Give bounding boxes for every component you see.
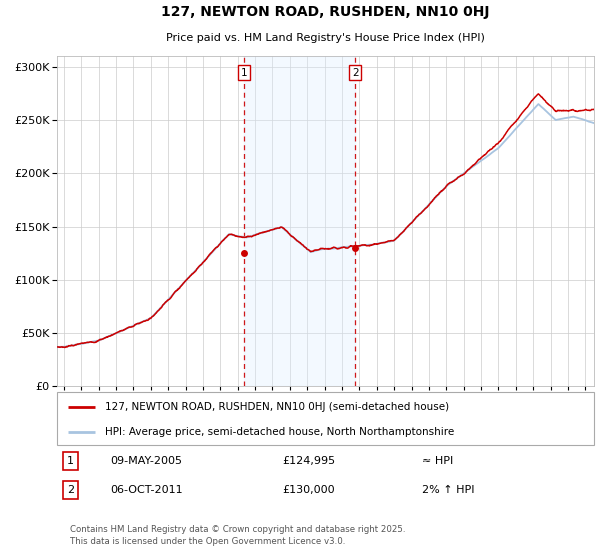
Bar bbox=[244, 56, 355, 386]
Text: 06-OCT-2011: 06-OCT-2011 bbox=[111, 485, 184, 495]
Text: 2: 2 bbox=[352, 68, 359, 77]
Text: HPI: Average price, semi-detached house, North Northamptonshire: HPI: Average price, semi-detached house,… bbox=[106, 427, 455, 437]
Text: 1: 1 bbox=[67, 456, 74, 466]
Text: 127, NEWTON ROAD, RUSHDEN, NN10 0HJ (semi-detached house): 127, NEWTON ROAD, RUSHDEN, NN10 0HJ (sem… bbox=[106, 402, 449, 412]
Text: 2% ↑ HPI: 2% ↑ HPI bbox=[422, 485, 475, 495]
Text: 1: 1 bbox=[241, 68, 247, 77]
Text: Price paid vs. HM Land Registry's House Price Index (HPI): Price paid vs. HM Land Registry's House … bbox=[166, 33, 485, 43]
Text: Contains HM Land Registry data © Crown copyright and database right 2025.
This d: Contains HM Land Registry data © Crown c… bbox=[70, 525, 406, 546]
Text: 2: 2 bbox=[67, 485, 74, 495]
FancyBboxPatch shape bbox=[57, 392, 594, 445]
Text: £130,000: £130,000 bbox=[283, 485, 335, 495]
Text: 09-MAY-2005: 09-MAY-2005 bbox=[111, 456, 182, 466]
Text: 127, NEWTON ROAD, RUSHDEN, NN10 0HJ: 127, NEWTON ROAD, RUSHDEN, NN10 0HJ bbox=[161, 5, 490, 19]
Text: £124,995: £124,995 bbox=[283, 456, 335, 466]
Text: ≈ HPI: ≈ HPI bbox=[422, 456, 454, 466]
